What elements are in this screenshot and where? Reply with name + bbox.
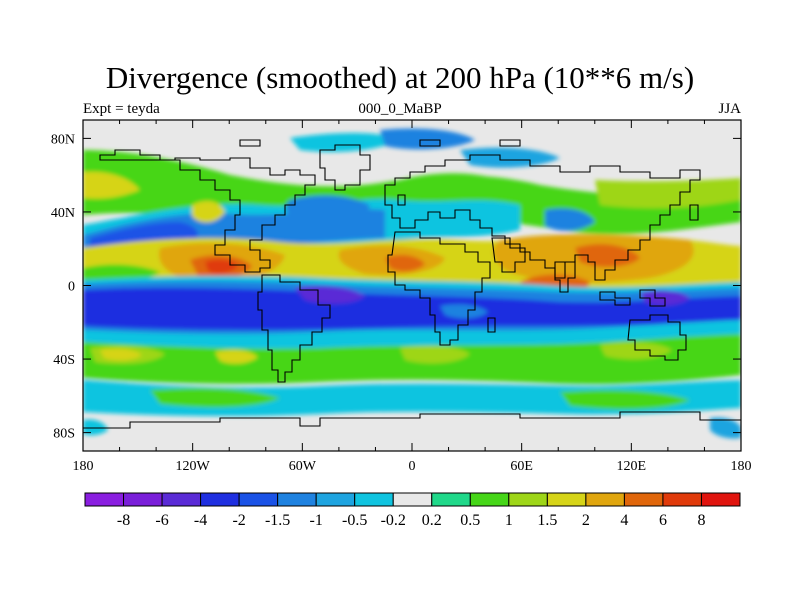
colorbar-label: 6: [659, 512, 667, 529]
itcz-deepblue: [83, 287, 741, 330]
atlantic-blue-mid: [545, 208, 595, 231]
colorbar-swatch: [84, 492, 125, 507]
colorbar-swatch: [469, 492, 510, 507]
colorbar-swatch: [662, 492, 702, 507]
chart-title: Divergence (smoothed) at 200 hPa (10**6 …: [105, 60, 695, 95]
colorbar-label: 4: [620, 512, 628, 529]
outline-antarctica: [83, 411, 741, 429]
x-tick-label: 60W: [289, 459, 317, 474]
outline-madagascar: [487, 317, 496, 333]
south-band-yellow-2: [100, 348, 142, 361]
arctic-blue: [380, 128, 475, 150]
outline-india: [554, 261, 576, 293]
colorbar-label: 0.2: [422, 512, 442, 529]
continent-outlines: [83, 139, 741, 429]
y-tick-label: 80N: [51, 132, 75, 147]
north-band-yellow-east: [595, 178, 741, 209]
south-band-yellow-4: [600, 342, 672, 360]
colorbar-label: 1: [505, 512, 513, 529]
colorbar-swatch: [700, 492, 741, 507]
colorbar-swatch: [431, 492, 471, 507]
north-band-yellow-west: [83, 171, 140, 199]
y-tick-label: 40N: [51, 206, 75, 221]
colorbar-label: 0.5: [460, 512, 480, 529]
colorbar-swatch: [354, 492, 394, 507]
colorbar-label: -0.5: [342, 512, 367, 529]
colorbar-swatch: [123, 492, 163, 507]
y-tick-label: 80S: [53, 427, 75, 442]
colorbar-swatch: [277, 492, 317, 507]
outline-japan: [689, 204, 699, 221]
colorbar-swatch: [200, 492, 240, 507]
x-tick-label: 0: [409, 459, 416, 474]
colorbar-label: 1.5: [537, 512, 557, 529]
outline-north-america: [99, 149, 316, 273]
colorbar-swatch: [161, 492, 202, 507]
south-band-yellow-5: [215, 349, 258, 364]
itcz-hole-atlantic: [440, 304, 488, 319]
asia-midlat-green: [400, 173, 500, 199]
colorbar-boxes: [84, 492, 741, 507]
contour-fill-layer: [83, 120, 741, 451]
monsoon-red-2: [575, 244, 640, 267]
southern-ocean-green-2: [560, 390, 690, 410]
season-label: JJA: [718, 101, 741, 117]
experiment-label: Expt = teyda: [83, 101, 160, 117]
colorbar-label: 2: [582, 512, 590, 529]
colorbar-swatch: [238, 492, 279, 507]
outline-south-america: [257, 274, 331, 383]
outline-africa: [387, 231, 491, 346]
x-tick-label: 60E: [510, 459, 533, 474]
colorbar-swatch: [546, 492, 587, 507]
colorbar-swatch: [392, 492, 433, 507]
y-tick-label: 0: [68, 280, 75, 295]
arctic-cyan-2: [460, 147, 560, 168]
colorbar-labels: -8 -6 -4 -2 -1.5 -1 -0.5 -0.2 0.2 0.5 1 1.5 2 4 6 8: [117, 512, 706, 529]
colorbar-label: -4: [194, 512, 207, 529]
south-band-yellow-3: [400, 346, 470, 364]
north-pacific-yellow: [192, 200, 225, 223]
outline-arctic-islands: [239, 139, 521, 147]
arctic-cyan: [290, 133, 400, 152]
colorbar-label: -0.2: [381, 512, 406, 529]
axis-ticks: 180 120W 60W 0 60E 120E 180 80N 40N 0 40S 80S: [51, 120, 752, 474]
antarctic-cyan-1: [83, 419, 108, 436]
colorbar-label: -8: [117, 512, 130, 529]
colorbar-swatch: [508, 492, 548, 507]
colorbar-label: -6: [155, 512, 168, 529]
antarctic-cyan-2: [710, 417, 741, 439]
x-tick-label: 180: [731, 459, 752, 474]
colorbar-swatch: [623, 492, 664, 507]
africa-red: [385, 254, 425, 272]
outline-australia: [627, 314, 687, 361]
x-tick-label: 120W: [176, 459, 211, 474]
southern-ocean-green-1: [150, 388, 280, 408]
x-tick-label: 180: [73, 459, 94, 474]
outline-maritime-continent: [599, 289, 666, 307]
period-label: 000_0_MaBP: [358, 101, 442, 117]
outline-arabia: [491, 237, 526, 273]
outline-uk: [397, 194, 406, 206]
colorbar-label: 8: [697, 512, 705, 529]
outline-europe-asia: [384, 154, 701, 281]
y-tick-label: 40S: [53, 353, 75, 368]
colorbar-label: -2: [232, 512, 245, 529]
southern-ocean-cyan: [83, 380, 741, 417]
north-atlantic-blue: [285, 195, 370, 226]
x-tick-label: 120E: [617, 459, 647, 474]
outline-greenland: [319, 144, 371, 191]
colorbar-label: -1: [310, 512, 323, 529]
colorbar-label: -1.5: [265, 512, 290, 529]
colorbar-swatch: [585, 492, 625, 507]
colorbar-swatch: [315, 492, 356, 507]
